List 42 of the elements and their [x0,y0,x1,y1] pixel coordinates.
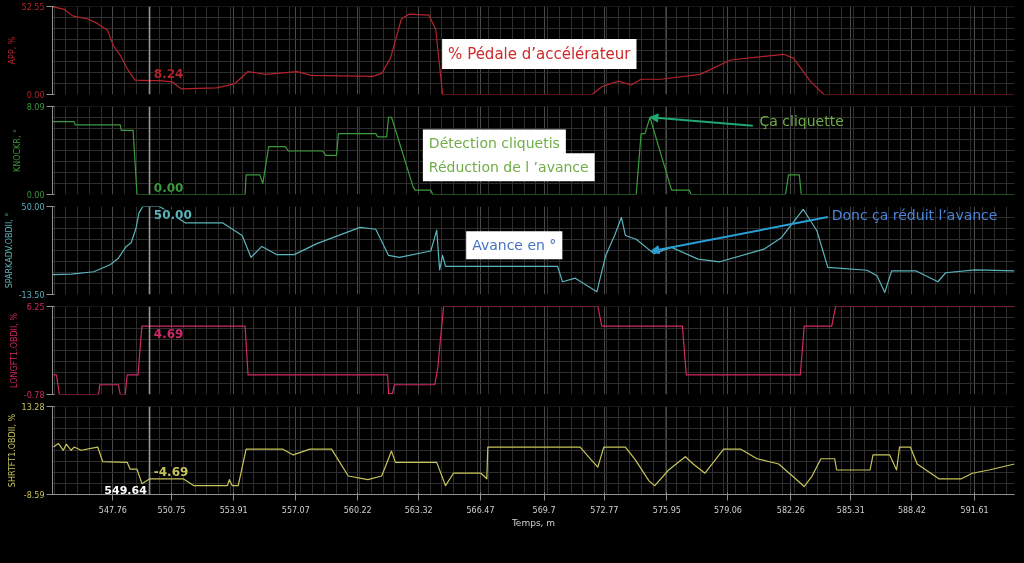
y-tick-label: 13.28 [21,403,45,412]
y-tick-label: 50.00 [21,203,45,212]
annotation: % Pédale d’accélérateur [448,45,632,64]
y-tick-label: -0.78 [23,391,45,400]
y-axis-title: SPARKADV.OBDII, ° [4,212,14,289]
annotation: 8.24 [153,66,184,81]
annotation: Détection cliquetis Réduction de l ’avance [428,135,589,176]
x-tick-label: 572.77 [590,505,619,515]
ref-line-label: 549.64 [104,483,148,497]
x-tick-label: 547.76 [98,505,127,515]
y-tick-label: -8.59 [23,491,45,500]
annotation: 0.00 [153,180,184,195]
x-tick-label: 575.95 [652,505,681,515]
y-axis-title: SHRTFT1.OBDII, % [7,413,17,488]
y-tick-label: 0.00 [26,191,45,200]
annotation: Donc ça réduit l’avance [831,207,998,224]
y-tick-label: 8.09 [26,103,45,112]
annotation: 4.69 [153,327,184,342]
y-tick-label: -13.50 [18,291,45,300]
x-tick-label: 569.7 [532,505,556,515]
x-tick-label: 550.75 [157,505,186,515]
annotation: Avance en ° [472,237,557,254]
annotation: -4.69 [153,464,189,479]
y-axis-title: APP, % [7,36,17,65]
y-tick-label: 6.25 [26,303,45,312]
y-tick-label: 52.55 [21,3,45,12]
x-tick-label: 585.31 [836,505,865,515]
y-axis-title: KNOCKR, ° [12,128,22,172]
x-tick-label: 560.22 [343,505,372,515]
x-tick-label: 563.32 [404,505,433,515]
x-tick-label: 588.42 [897,505,926,515]
annotation: Ça cliquette [759,113,844,130]
x-tick-label: 566.47 [466,505,495,515]
annotation: 50.00 [153,207,192,222]
y-tick-label: 0.00 [26,91,45,100]
x-tick-label: 557.07 [281,505,310,515]
x-tick-label: 582.26 [776,505,805,515]
x-axis-title: Temps, m [510,517,556,528]
x-tick-label: 579.06 [713,505,742,515]
x-tick-label: 591.61 [960,505,989,515]
y-axis-title: LONGFT1.OBDII, % [9,312,19,388]
x-tick-label: 553.91 [219,505,248,515]
